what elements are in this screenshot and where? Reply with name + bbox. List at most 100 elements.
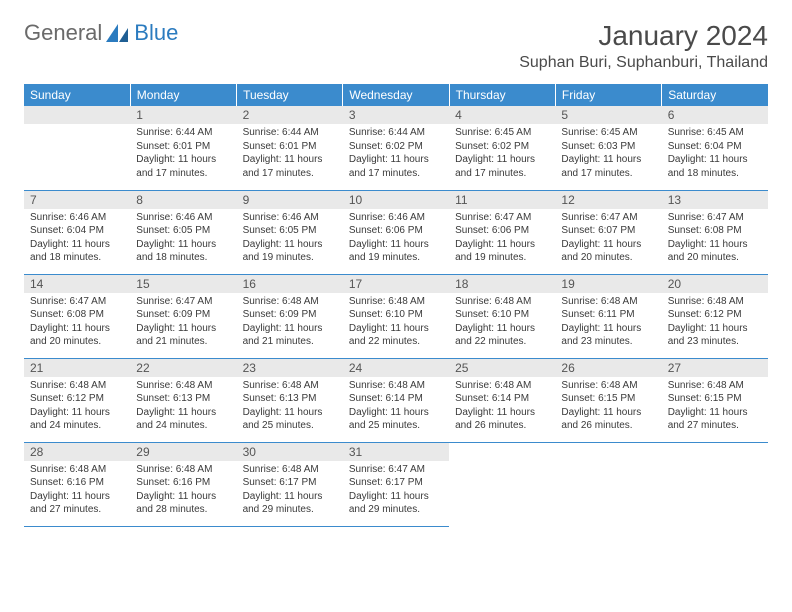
day-line-sr: Sunrise: 6:45 AM: [455, 126, 549, 140]
day-line-sr: Sunrise: 6:44 AM: [349, 126, 443, 140]
day-line-sr: Sunrise: 6:48 AM: [349, 295, 443, 309]
day-line-d2: and 24 minutes.: [136, 419, 230, 433]
day-line-ss: Sunset: 6:09 PM: [243, 308, 337, 322]
day-line-sr: Sunrise: 6:48 AM: [243, 295, 337, 309]
day-line-ss: Sunset: 6:05 PM: [136, 224, 230, 238]
day-line-ss: Sunset: 6:04 PM: [668, 140, 762, 154]
day-number: 24: [343, 359, 449, 377]
calendar-day-cell: 9Sunrise: 6:46 AMSunset: 6:05 PMDaylight…: [237, 190, 343, 274]
day-line-sr: Sunrise: 6:47 AM: [349, 463, 443, 477]
calendar-day-cell: 22Sunrise: 6:48 AMSunset: 6:13 PMDayligh…: [130, 358, 236, 442]
day-line-ss: Sunset: 6:08 PM: [668, 224, 762, 238]
day-line-sr: Sunrise: 6:48 AM: [136, 463, 230, 477]
day-line-ss: Sunset: 6:12 PM: [668, 308, 762, 322]
calendar-day-cell: 29Sunrise: 6:48 AMSunset: 6:16 PMDayligh…: [130, 442, 236, 526]
calendar-day-cell: 21Sunrise: 6:48 AMSunset: 6:12 PMDayligh…: [24, 358, 130, 442]
day-number: 18: [449, 275, 555, 293]
calendar-week-row: 7Sunrise: 6:46 AMSunset: 6:04 PMDaylight…: [24, 190, 768, 274]
day-number: 19: [555, 275, 661, 293]
day-line-d1: Daylight: 11 hours: [136, 153, 230, 167]
day-line-d1: Daylight: 11 hours: [243, 322, 337, 336]
day-line-ss: Sunset: 6:13 PM: [243, 392, 337, 406]
day-number: 8: [130, 191, 236, 209]
calendar-week-row: 21Sunrise: 6:48 AMSunset: 6:12 PMDayligh…: [24, 358, 768, 442]
day-line-sr: Sunrise: 6:44 AM: [136, 126, 230, 140]
day-line-d1: Daylight: 11 hours: [349, 322, 443, 336]
day-details: Sunrise: 6:48 AMSunset: 6:14 PMDaylight:…: [343, 377, 449, 437]
day-number: 22: [130, 359, 236, 377]
calendar-week-row: 14Sunrise: 6:47 AMSunset: 6:08 PMDayligh…: [24, 274, 768, 358]
calendar-day-cell: 4Sunrise: 6:45 AMSunset: 6:02 PMDaylight…: [449, 106, 555, 190]
weekday-header: Sunday: [24, 84, 130, 106]
day-line-d1: Daylight: 11 hours: [136, 406, 230, 420]
day-line-d1: Daylight: 11 hours: [668, 406, 762, 420]
calendar-body: 1Sunrise: 6:44 AMSunset: 6:01 PMDaylight…: [24, 106, 768, 526]
day-line-d2: and 29 minutes.: [243, 503, 337, 517]
day-line-ss: Sunset: 6:09 PM: [136, 308, 230, 322]
day-line-sr: Sunrise: 6:48 AM: [30, 463, 124, 477]
calendar-day-cell: 11Sunrise: 6:47 AMSunset: 6:06 PMDayligh…: [449, 190, 555, 274]
day-line-d1: Daylight: 11 hours: [349, 406, 443, 420]
day-line-sr: Sunrise: 6:46 AM: [30, 211, 124, 225]
day-number: 10: [343, 191, 449, 209]
day-line-d2: and 25 minutes.: [243, 419, 337, 433]
day-details: Sunrise: 6:45 AMSunset: 6:02 PMDaylight:…: [449, 124, 555, 184]
day-line-d1: Daylight: 11 hours: [136, 322, 230, 336]
day-line-d1: Daylight: 11 hours: [561, 406, 655, 420]
day-line-d2: and 17 minutes.: [349, 167, 443, 181]
day-details: Sunrise: 6:46 AMSunset: 6:05 PMDaylight:…: [237, 209, 343, 269]
day-number-empty: [24, 106, 130, 124]
day-line-d2: and 27 minutes.: [668, 419, 762, 433]
calendar-day-cell: 19Sunrise: 6:48 AMSunset: 6:11 PMDayligh…: [555, 274, 661, 358]
calendar-day-cell: 18Sunrise: 6:48 AMSunset: 6:10 PMDayligh…: [449, 274, 555, 358]
day-line-sr: Sunrise: 6:48 AM: [668, 379, 762, 393]
day-line-d1: Daylight: 11 hours: [136, 490, 230, 504]
day-line-ss: Sunset: 6:10 PM: [349, 308, 443, 322]
calendar-day-cell: 12Sunrise: 6:47 AMSunset: 6:07 PMDayligh…: [555, 190, 661, 274]
day-line-ss: Sunset: 6:06 PM: [455, 224, 549, 238]
day-details: Sunrise: 6:47 AMSunset: 6:09 PMDaylight:…: [130, 293, 236, 353]
day-line-d2: and 22 minutes.: [349, 335, 443, 349]
day-line-d1: Daylight: 11 hours: [243, 153, 337, 167]
day-details: Sunrise: 6:46 AMSunset: 6:05 PMDaylight:…: [130, 209, 236, 269]
day-line-ss: Sunset: 6:11 PM: [561, 308, 655, 322]
day-line-d1: Daylight: 11 hours: [243, 490, 337, 504]
day-line-ss: Sunset: 6:06 PM: [349, 224, 443, 238]
brand-part2: Blue: [134, 20, 178, 46]
calendar-day-cell: 10 Sunrise: 6:46 AMSunset: 6:06 PMDayligh…: [343, 190, 449, 274]
day-number: 23: [237, 359, 343, 377]
calendar-day-cell: 24Sunrise: 6:48 AMSunset: 6:14 PMDayligh…: [343, 358, 449, 442]
day-line-d1: Daylight: 11 hours: [30, 322, 124, 336]
day-details: Sunrise: 6:47 AMSunset: 6:08 PMDaylight:…: [24, 293, 130, 353]
day-details: Sunrise: 6:48 AMSunset: 6:12 PMDaylight:…: [24, 377, 130, 437]
day-line-d2: and 26 minutes.: [561, 419, 655, 433]
day-line-sr: Sunrise: 6:47 AM: [30, 295, 124, 309]
calendar-day-cell: 30Sunrise: 6:48 AMSunset: 6:17 PMDayligh…: [237, 442, 343, 526]
day-line-d1: Daylight: 11 hours: [668, 322, 762, 336]
day-line-d1: Daylight: 11 hours: [30, 406, 124, 420]
calendar-day-cell: 8Sunrise: 6:46 AMSunset: 6:05 PMDaylight…: [130, 190, 236, 274]
day-line-d2: and 20 minutes.: [561, 251, 655, 265]
day-line-d1: Daylight: 11 hours: [349, 238, 443, 252]
calendar-day-cell: 28Sunrise: 6:48 AMSunset: 6:16 PMDayligh…: [24, 442, 130, 526]
day-line-d2: and 18 minutes.: [668, 167, 762, 181]
day-number: 12: [555, 191, 661, 209]
day-number: 14: [24, 275, 130, 293]
day-line-ss: Sunset: 6:15 PM: [668, 392, 762, 406]
weekday-header: Monday: [130, 84, 236, 106]
day-details: Sunrise: 6:45 AMSunset: 6:04 PMDaylight:…: [662, 124, 768, 184]
day-number: 5: [555, 106, 661, 124]
calendar-day-cell: 7Sunrise: 6:46 AMSunset: 6:04 PMDaylight…: [24, 190, 130, 274]
calendar-day-cell: 14Sunrise: 6:47 AMSunset: 6:08 PMDayligh…: [24, 274, 130, 358]
day-line-d2: and 21 minutes.: [136, 335, 230, 349]
day-line-d2: and 19 minutes.: [243, 251, 337, 265]
day-line-sr: Sunrise: 6:46 AM: [349, 211, 443, 225]
calendar-header-row: SundayMondayTuesdayWednesdayThursdayFrid…: [24, 84, 768, 106]
calendar-day-cell: 13Sunrise: 6:47 AMSunset: 6:08 PMDayligh…: [662, 190, 768, 274]
day-line-sr: Sunrise: 6:48 AM: [136, 379, 230, 393]
day-line-d1: Daylight: 11 hours: [30, 238, 124, 252]
day-number: 20: [662, 275, 768, 293]
day-line-d1: Daylight: 11 hours: [455, 153, 549, 167]
calendar-day-cell: 3Sunrise: 6:44 AMSunset: 6:02 PMDaylight…: [343, 106, 449, 190]
day-details: Sunrise: 6:48 AMSunset: 6:17 PMDaylight:…: [237, 461, 343, 521]
